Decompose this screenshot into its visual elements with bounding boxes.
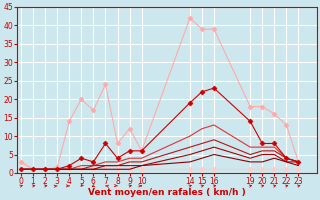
X-axis label: Vent moyen/en rafales ( km/h ): Vent moyen/en rafales ( km/h ) bbox=[88, 188, 246, 197]
